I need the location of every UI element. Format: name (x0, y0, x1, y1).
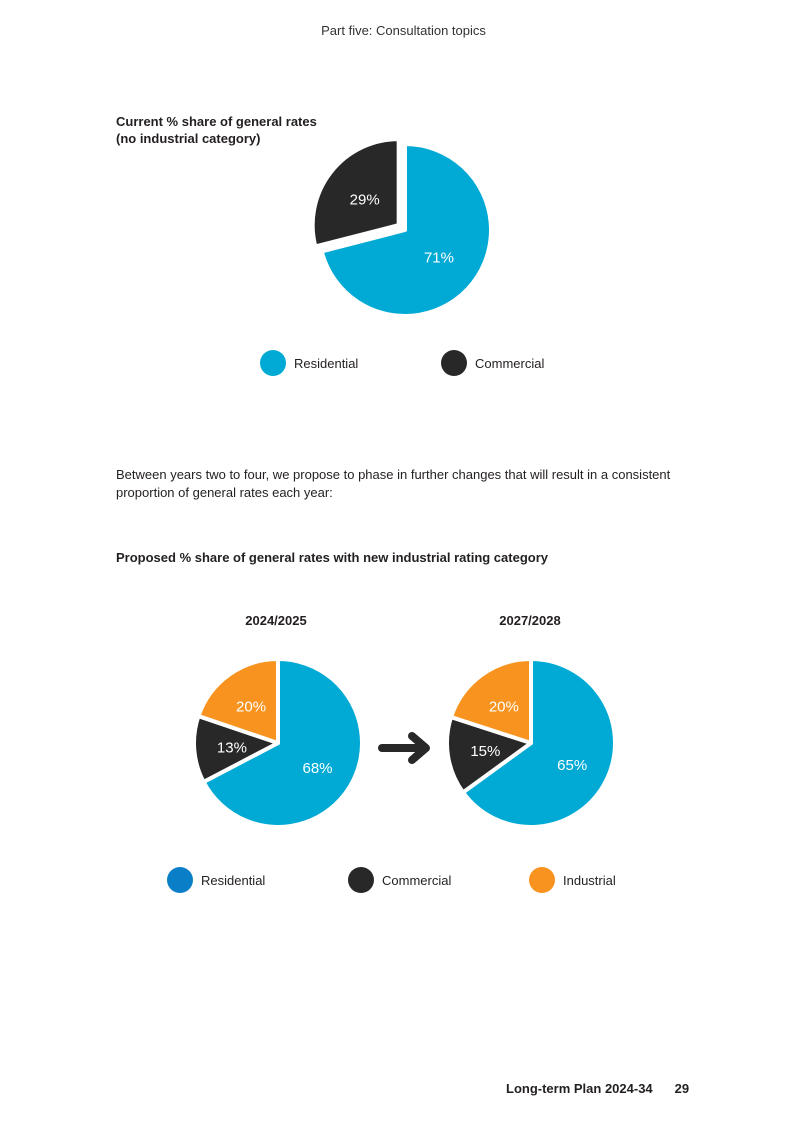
legend2-item-industrial: Industrial (529, 867, 616, 893)
current-chart-title-line2: (no industrial category) (116, 131, 261, 146)
legend-label-residential: Residential (294, 355, 359, 371)
pie-slice-residential (319, 142, 493, 318)
industrial-swatch (529, 867, 555, 893)
pie-slice-industrial (449, 657, 533, 745)
pie-slice-residential (461, 657, 617, 829)
pie-slice-industrial (196, 657, 280, 745)
legend-label-commercial: Commercial (475, 355, 545, 371)
footer-doc-title: Long-term Plan 2024-34 (506, 1081, 653, 1096)
legend2-label-residential: Residential (201, 872, 266, 888)
legend2-label-industrial: Industrial (563, 872, 616, 888)
pie-slice-commercial (445, 715, 533, 795)
chart-year-2027-2028: 2027/2028 (499, 613, 561, 628)
body-paragraph: Between years two to four, we propose to… (116, 467, 671, 500)
pie-label-residential: 65% (557, 757, 587, 774)
current-pie-chart: 71% 29% (310, 137, 493, 318)
right-arrow-icon (378, 732, 430, 764)
pie-label-commercial: 15% (470, 743, 500, 760)
pie-slice-commercial (310, 137, 401, 249)
legend2-item-commercial: Commercial (348, 867, 451, 893)
chart-year-2024-2025: 2024/2025 (245, 613, 307, 628)
pie-label-industrial: 20% (236, 698, 266, 715)
current-chart-title-line1: Current % share of general rates (116, 114, 317, 129)
pie-chart-2024-2025: 68% 13% 20% (192, 657, 364, 829)
page-footer: Long-term Plan 2024-34 29 (506, 1081, 689, 1096)
legend-item-commercial: Commercial (441, 350, 544, 376)
pie-chart-2027-2028: 65% 15% 20% (445, 657, 617, 829)
legend2-label-commercial: Commercial (382, 872, 452, 888)
page-number: 29 (674, 1081, 690, 1096)
pie-label-residential: 71% (424, 249, 454, 266)
residential-swatch (260, 350, 286, 376)
pie-slice-residential (201, 657, 364, 829)
commercial-swatch (348, 867, 374, 893)
current-chart-title: Current % share of general rates (no ind… (116, 113, 317, 147)
pie-label-industrial: 20% (489, 699, 519, 716)
legend2-item-residential: Residential (167, 867, 265, 893)
pie-label-commercial: 13% (217, 740, 247, 757)
page-header: Part five: Consultation topics (321, 23, 486, 38)
pie-label-residential: 68% (303, 760, 333, 777)
pie-label-commercial: 29% (350, 192, 380, 209)
legend-item-residential: Residential (260, 350, 358, 376)
commercial-swatch (441, 350, 467, 376)
residential-swatch (167, 867, 193, 893)
proposed-chart-title: Proposed % share of general rates with n… (116, 550, 548, 565)
